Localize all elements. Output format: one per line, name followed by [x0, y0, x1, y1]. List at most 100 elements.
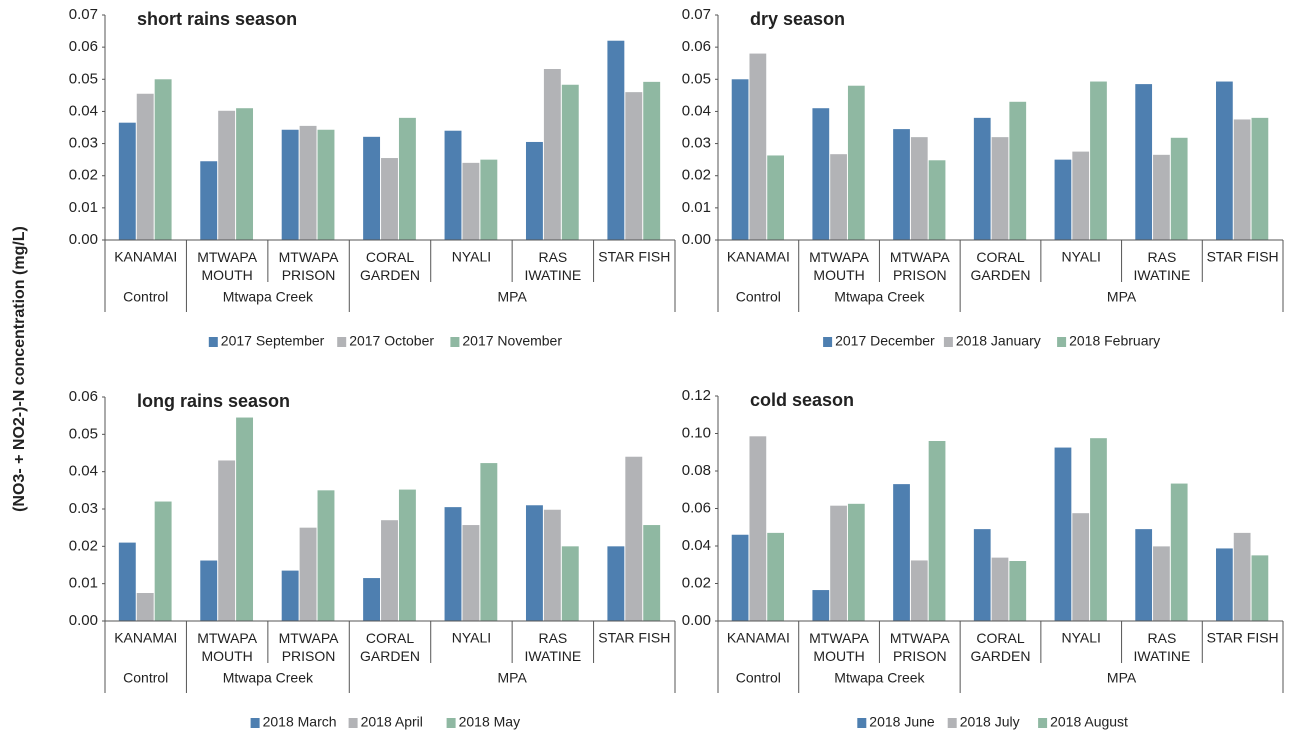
- bar: [767, 532, 784, 621]
- bar: [1153, 546, 1170, 621]
- y-tick-label: 0.07: [682, 6, 711, 23]
- bar: [218, 110, 236, 241]
- legend-swatch: [823, 337, 833, 347]
- y-tick-label: 0.10: [682, 424, 711, 441]
- bar: [830, 154, 847, 240]
- bar: [462, 525, 480, 621]
- x-tick-label: NYALI: [452, 630, 491, 646]
- x-tick-label: MTWAPA MOUTH: [809, 630, 870, 664]
- chart-title: long rains season: [137, 391, 290, 411]
- group-label: Control: [736, 670, 781, 686]
- x-tick-label: CORAL GARDEN: [971, 630, 1031, 664]
- legend-label: 2017 October: [349, 333, 434, 349]
- bar: [893, 129, 910, 240]
- bar: [118, 122, 136, 240]
- legend-label: 2018 February: [1069, 333, 1160, 349]
- bar: [444, 507, 462, 621]
- bar: [973, 117, 991, 240]
- group-label: Control: [123, 670, 168, 686]
- bar: [444, 130, 462, 240]
- bar: [1233, 532, 1251, 621]
- x-tick-label: CORAL GARDEN: [971, 249, 1031, 283]
- group-label: MPA: [1107, 670, 1137, 686]
- bar: [543, 69, 561, 240]
- bar: [200, 161, 218, 240]
- y-tick-label: 0.01: [69, 575, 98, 592]
- bar: [1090, 438, 1107, 621]
- x-tick-label: RAS IWATINE: [1134, 630, 1191, 664]
- x-tick-label: MTWAPA PRISON: [890, 249, 951, 283]
- bar: [1216, 81, 1233, 241]
- x-tick-label: KANAMAI: [114, 249, 177, 265]
- bar: [731, 534, 749, 621]
- x-tick-label: NYALI: [1061, 630, 1100, 646]
- bar: [236, 417, 254, 621]
- bar: [525, 141, 543, 240]
- bar: [118, 542, 136, 621]
- legend-label: 2017 September: [221, 333, 325, 349]
- bar: [398, 489, 416, 621]
- x-tick-label: KANAMAI: [114, 630, 177, 646]
- bar: [731, 79, 749, 241]
- bar: [398, 117, 416, 240]
- legend-swatch: [857, 718, 867, 728]
- bar: [363, 578, 381, 621]
- group-label: Control: [123, 289, 168, 305]
- y-tick-label: 0.03: [682, 135, 711, 152]
- y-tick-label: 0.12: [682, 387, 711, 404]
- group-label: MPA: [1107, 289, 1137, 305]
- bar: [749, 436, 767, 621]
- bar: [607, 40, 625, 240]
- bar: [136, 93, 154, 240]
- bar: [1135, 84, 1153, 240]
- bar: [643, 525, 661, 621]
- chart-title: dry season: [750, 9, 845, 29]
- x-tick-label: STAR FISH: [598, 630, 670, 646]
- bar: [200, 560, 218, 621]
- y-tick-label: 0.04: [69, 102, 98, 119]
- legend-swatch: [943, 337, 953, 347]
- x-tick-label: NYALI: [452, 249, 491, 265]
- x-tick-label: RAS IWATINE: [524, 249, 581, 283]
- bar: [1251, 555, 1269, 621]
- x-tick-label: MTWAPA PRISON: [279, 249, 340, 283]
- bar: [1072, 151, 1090, 240]
- y-tick-label: 0.01: [682, 199, 711, 216]
- legend-label: 2018 July: [960, 714, 1020, 730]
- y-tick-label: 0.03: [69, 135, 98, 152]
- y-tick-label: 0.00: [682, 231, 711, 248]
- bar: [236, 108, 254, 240]
- y-tick-label: 0.06: [682, 38, 711, 55]
- x-tick-label: MTWAPA MOUTH: [809, 249, 870, 283]
- x-tick-label: RAS IWATINE: [1134, 249, 1191, 283]
- bar: [543, 509, 561, 621]
- bar: [1251, 117, 1269, 240]
- bar: [561, 546, 579, 621]
- y-tick-label: 0.05: [69, 425, 98, 442]
- bar: [910, 560, 928, 621]
- bar: [525, 505, 543, 621]
- y-tick-label: 0.00: [69, 612, 98, 629]
- y-tick-label: 0.05: [682, 70, 711, 87]
- bar: [1135, 529, 1153, 621]
- bar: [154, 79, 172, 241]
- group-label: Mtwapa Creek: [223, 670, 314, 686]
- x-tick-label: NYALI: [1061, 249, 1100, 265]
- x-tick-label: MTWAPA MOUTH: [197, 630, 258, 664]
- legend-label: 2017 December: [835, 333, 935, 349]
- x-tick-label: STAR FISH: [1207, 249, 1279, 265]
- bar: [561, 84, 579, 240]
- y-tick-label: 0.02: [69, 537, 98, 554]
- bar: [1170, 137, 1188, 240]
- y-tick-label: 0.02: [682, 574, 711, 591]
- bar: [973, 529, 991, 621]
- x-tick-label: STAR FISH: [1207, 630, 1279, 646]
- y-tick-label: 0.01: [69, 199, 98, 216]
- bar: [928, 160, 946, 240]
- bar: [991, 137, 1009, 240]
- bar: [381, 520, 398, 621]
- y-tick-label: 0.04: [69, 463, 98, 480]
- y-tick-label: 0.02: [69, 167, 98, 184]
- x-tick-label: MTWAPA PRISON: [890, 630, 951, 664]
